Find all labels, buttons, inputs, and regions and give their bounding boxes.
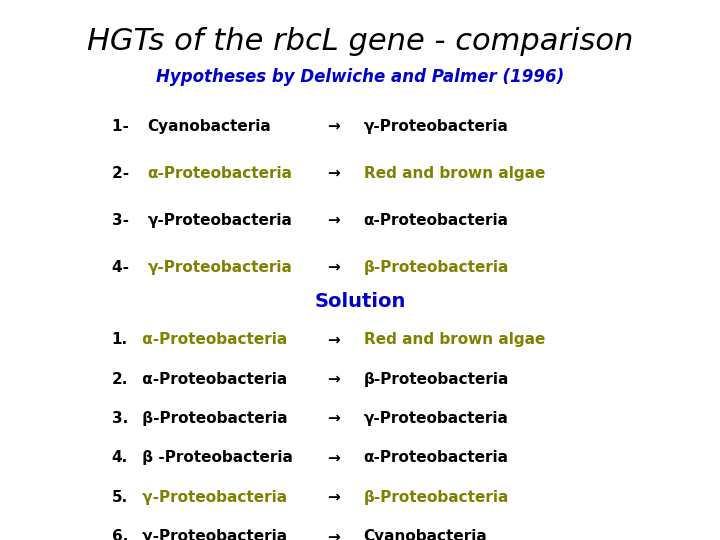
Text: α-Proteobacteria: α-Proteobacteria bbox=[364, 450, 508, 465]
Text: β-Proteobacteria: β-Proteobacteria bbox=[364, 260, 509, 275]
Text: β-Proteobacteria: β-Proteobacteria bbox=[364, 372, 509, 387]
Text: β-Proteobacteria: β-Proteobacteria bbox=[364, 490, 509, 505]
Text: 3-: 3- bbox=[112, 213, 134, 228]
Text: →: → bbox=[328, 529, 341, 540]
Text: β-Proteobacteria: β-Proteobacteria bbox=[137, 411, 287, 426]
Text: 5.: 5. bbox=[112, 490, 128, 505]
Text: 4-: 4- bbox=[112, 260, 134, 275]
Text: Red and brown algae: Red and brown algae bbox=[364, 166, 545, 181]
Text: 4.: 4. bbox=[112, 450, 128, 465]
Text: Red and brown algae: Red and brown algae bbox=[364, 332, 545, 347]
Text: α-Proteobacteria: α-Proteobacteria bbox=[137, 372, 287, 387]
Text: HGTs of the rbcL gene - comparison: HGTs of the rbcL gene - comparison bbox=[87, 27, 633, 56]
Text: →: → bbox=[328, 490, 341, 505]
Text: 6.: 6. bbox=[112, 529, 128, 540]
Text: →: → bbox=[328, 260, 341, 275]
Text: α-Proteobacteria: α-Proteobacteria bbox=[364, 213, 508, 228]
Text: α-Proteobacteria: α-Proteobacteria bbox=[148, 166, 292, 181]
Text: 2.: 2. bbox=[112, 372, 128, 387]
Text: α-Proteobacteria: α-Proteobacteria bbox=[137, 332, 287, 347]
Text: →: → bbox=[328, 411, 341, 426]
Text: →: → bbox=[328, 372, 341, 387]
Text: Solution: Solution bbox=[315, 292, 405, 310]
Text: →: → bbox=[328, 450, 341, 465]
Text: 3.: 3. bbox=[112, 411, 128, 426]
Text: γ-Proteobacteria: γ-Proteobacteria bbox=[148, 213, 292, 228]
Text: →: → bbox=[328, 213, 341, 228]
Text: γ-Proteobacteria: γ-Proteobacteria bbox=[137, 529, 287, 540]
Text: →: → bbox=[328, 119, 341, 134]
Text: Hypotheses by Delwiche and Palmer (1996): Hypotheses by Delwiche and Palmer (1996) bbox=[156, 68, 564, 85]
Text: 1.: 1. bbox=[112, 332, 127, 347]
Text: β -Proteobacteria: β -Proteobacteria bbox=[137, 450, 292, 465]
Text: 1-: 1- bbox=[112, 119, 134, 134]
Text: Cyanobacteria: Cyanobacteria bbox=[364, 529, 487, 540]
Text: 2-: 2- bbox=[112, 166, 134, 181]
Text: →: → bbox=[328, 332, 341, 347]
Text: γ-Proteobacteria: γ-Proteobacteria bbox=[364, 411, 508, 426]
Text: →: → bbox=[328, 166, 341, 181]
Text: γ-Proteobacteria: γ-Proteobacteria bbox=[148, 260, 292, 275]
Text: Cyanobacteria: Cyanobacteria bbox=[148, 119, 271, 134]
Text: γ-Proteobacteria: γ-Proteobacteria bbox=[137, 490, 287, 505]
Text: γ-Proteobacteria: γ-Proteobacteria bbox=[364, 119, 508, 134]
